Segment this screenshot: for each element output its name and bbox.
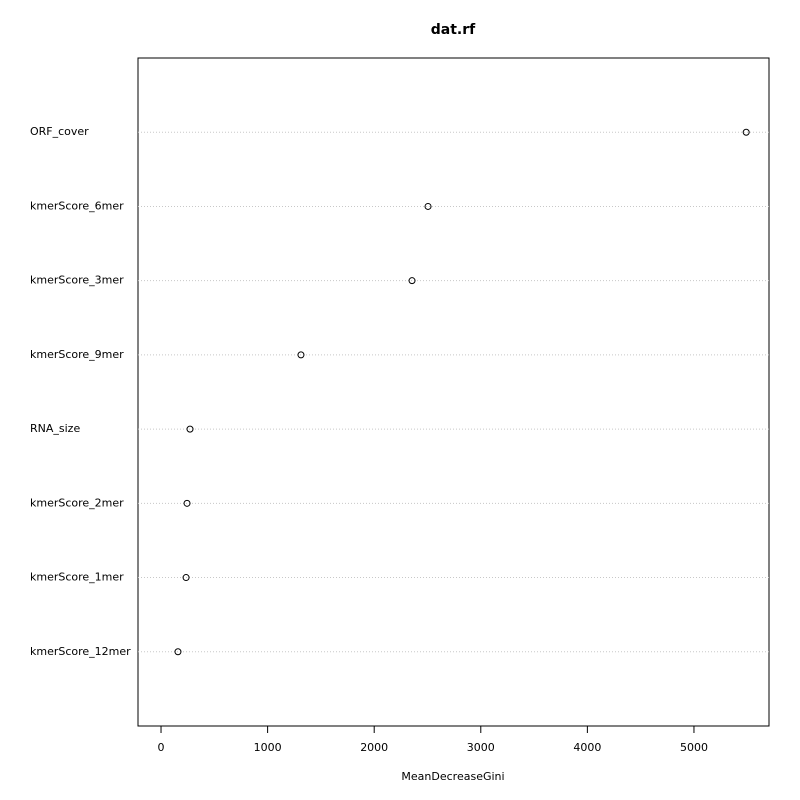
- y-category-label: kmerScore_6mer: [30, 199, 124, 212]
- dot: [297, 351, 305, 359]
- dot: [174, 648, 182, 656]
- x-tick-label: 4000: [573, 741, 601, 754]
- y-category-label: kmerScore_2mer: [30, 496, 124, 509]
- dot: [183, 499, 191, 507]
- dot: [182, 574, 190, 582]
- dot: [408, 277, 416, 285]
- dot: [424, 202, 432, 210]
- dot: [742, 128, 750, 136]
- x-tick-label: 3000: [467, 741, 495, 754]
- y-category-label: ORF_cover: [30, 125, 89, 138]
- plot-frame: [137, 57, 770, 727]
- y-category-label: RNA_size: [30, 422, 80, 435]
- x-tick-label: 1000: [254, 741, 282, 754]
- x-tick-label: 5000: [680, 741, 708, 754]
- dot: [186, 425, 194, 433]
- y-category-label: kmerScore_1mer: [30, 571, 124, 584]
- x-tick-label: 0: [158, 741, 165, 754]
- y-category-label: kmerScore_3mer: [30, 274, 124, 287]
- x-tick-label: 2000: [360, 741, 388, 754]
- y-category-label: kmerScore_9mer: [30, 348, 124, 361]
- chart-title: dat.rf: [431, 22, 476, 38]
- x-axis-label: MeanDecreaseGini: [401, 770, 504, 783]
- y-category-label: kmerScore_12mer: [30, 645, 131, 658]
